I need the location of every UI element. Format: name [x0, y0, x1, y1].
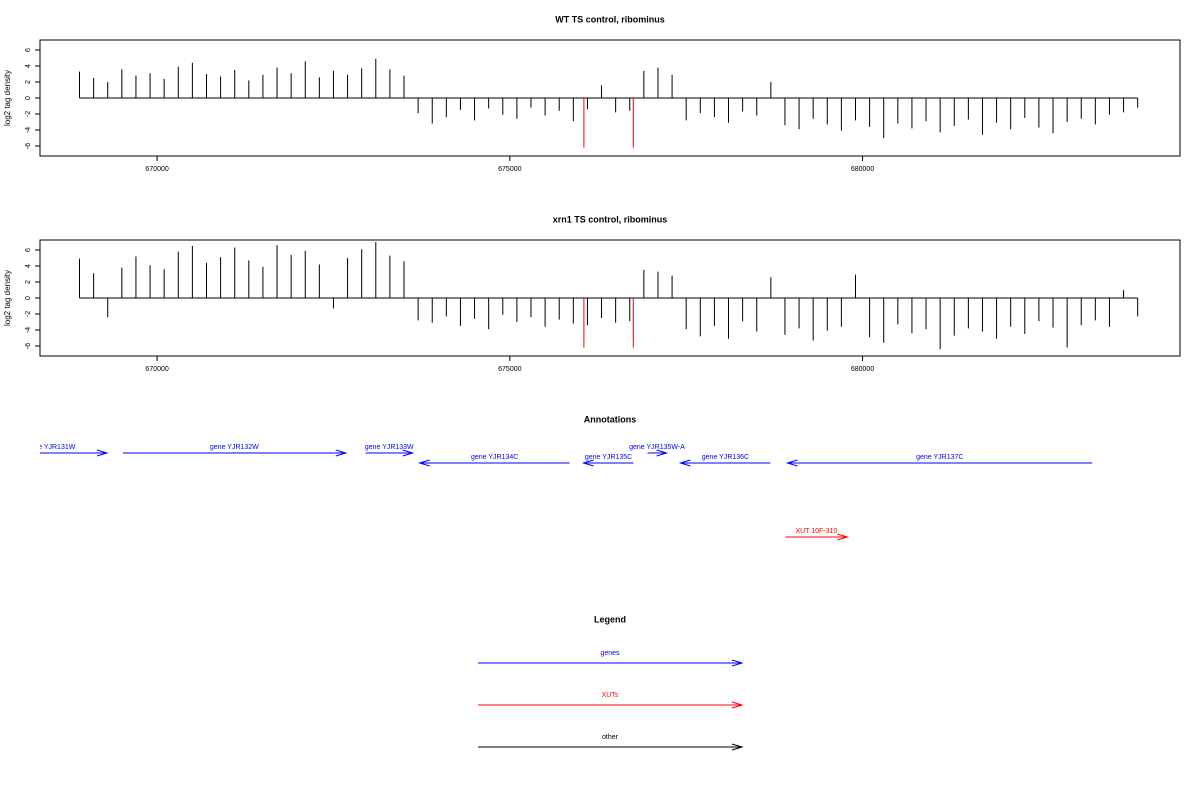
- feature-label: XUT 10F-310: [795, 528, 837, 535]
- x-tick-label: 680000: [851, 366, 874, 373]
- legend-label: genes: [600, 650, 620, 657]
- y-tick-label: -4: [25, 127, 32, 133]
- chart-title: WT TS control, ribominus: [555, 14, 665, 24]
- chart-title: xrn1 TS control, ribominus: [553, 214, 668, 224]
- x-tick-label: 675000: [498, 166, 521, 173]
- feature-label: gene YJR135W-A: [629, 444, 685, 451]
- feature-label: gene YJR136C: [702, 454, 749, 461]
- x-tick-label: 680000: [851, 166, 874, 173]
- arrow-head: [785, 459, 798, 467]
- arrow-head: [96, 449, 109, 457]
- y-tick-label: 4: [25, 64, 32, 68]
- x-tick-label: 670000: [145, 366, 168, 373]
- y-tick-label: -2: [25, 111, 32, 117]
- arrow-head: [837, 533, 850, 541]
- arrow-head: [731, 701, 744, 709]
- feature-label: gene YJR137C: [916, 454, 963, 461]
- y-tick-label: 2: [25, 280, 32, 284]
- legend-label: XUTs: [602, 692, 619, 699]
- y-tick-label: -4: [25, 327, 32, 333]
- x-tick-label: 675000: [498, 366, 521, 373]
- feature-label: gene YJR133W: [365, 444, 414, 451]
- arrow-head: [731, 743, 744, 751]
- arrow-head: [417, 459, 430, 467]
- arrow-head: [678, 459, 691, 467]
- x-tick-label: 670000: [145, 166, 168, 173]
- y-tick-label: 6: [25, 48, 32, 52]
- arrow-head: [656, 449, 669, 457]
- feature-label: gene YJR132W: [210, 444, 259, 451]
- y-tick-label: 4: [25, 264, 32, 268]
- annotations-title: Annotations: [584, 414, 637, 424]
- y-axis-label: log2 tag density: [3, 270, 12, 326]
- legend-title: Legend: [594, 614, 626, 624]
- y-tick-label: 0: [25, 296, 32, 300]
- arrow-head: [581, 459, 594, 467]
- y-tick-label: 0: [25, 96, 32, 100]
- y-tick-label: 6: [25, 248, 32, 252]
- y-tick-label: -2: [25, 311, 32, 317]
- feature-label: gene YJR131W: [26, 444, 75, 451]
- annotations: gene YJR131W gene YJR132W gene YJR133W gene…: [26, 444, 1093, 541]
- arrow-head: [335, 449, 348, 457]
- legend-label: other: [602, 734, 619, 741]
- arrow-head: [731, 659, 744, 667]
- arrow-head: [402, 449, 415, 457]
- y-tick-label: -6: [25, 343, 32, 349]
- y-tick-label: 2: [25, 80, 32, 84]
- y-axis-label: log2 tag density: [3, 70, 12, 126]
- feature-label: gene YJR135C: [585, 454, 632, 461]
- feature-label: gene YJR134C: [471, 454, 518, 461]
- y-tick-label: -6: [25, 143, 32, 149]
